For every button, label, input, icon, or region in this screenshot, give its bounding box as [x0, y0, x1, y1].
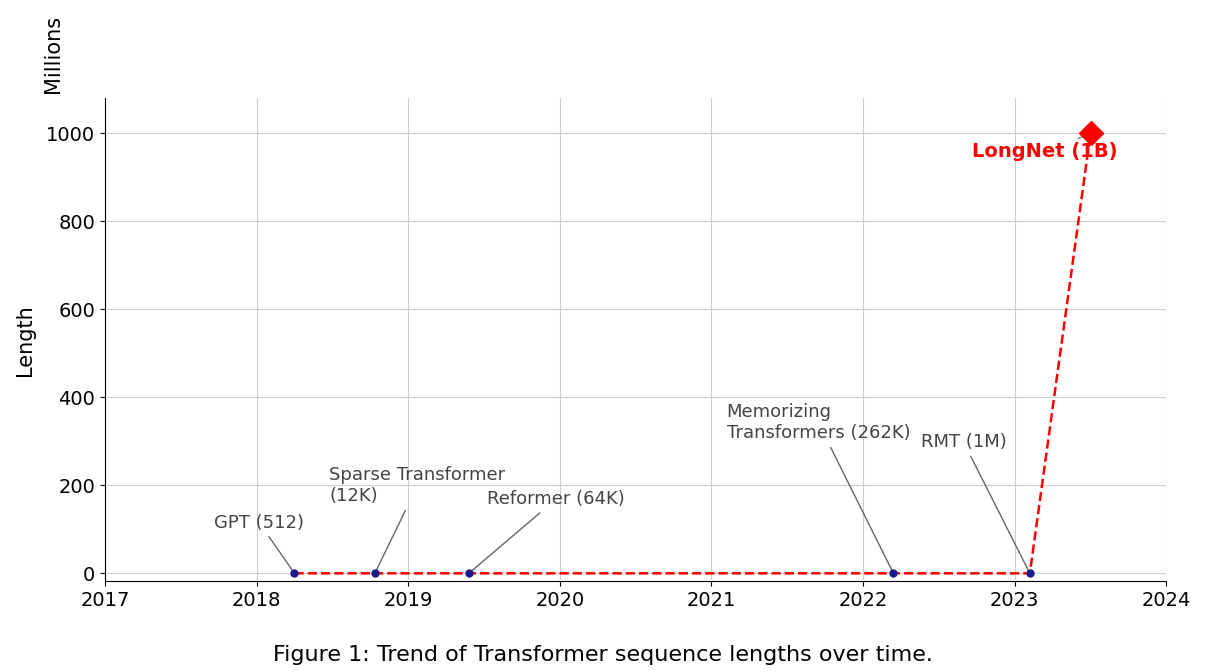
Text: Millions: Millions — [43, 15, 64, 93]
Text: RMT (1M): RMT (1M) — [920, 433, 1029, 571]
Text: Figure 1: Trend of Transformer sequence lengths over time.: Figure 1: Trend of Transformer sequence … — [273, 645, 933, 665]
Y-axis label: Length: Length — [14, 304, 35, 376]
Text: Reformer (64K): Reformer (64K) — [472, 491, 625, 571]
Text: LongNet (1B): LongNet (1B) — [972, 134, 1118, 161]
Text: Sparse Transformer
(12K): Sparse Transformer (12K) — [329, 466, 505, 571]
Text: Memorizing
Transformers (262K): Memorizing Transformers (262K) — [726, 403, 911, 571]
Text: GPT (512): GPT (512) — [215, 513, 304, 571]
